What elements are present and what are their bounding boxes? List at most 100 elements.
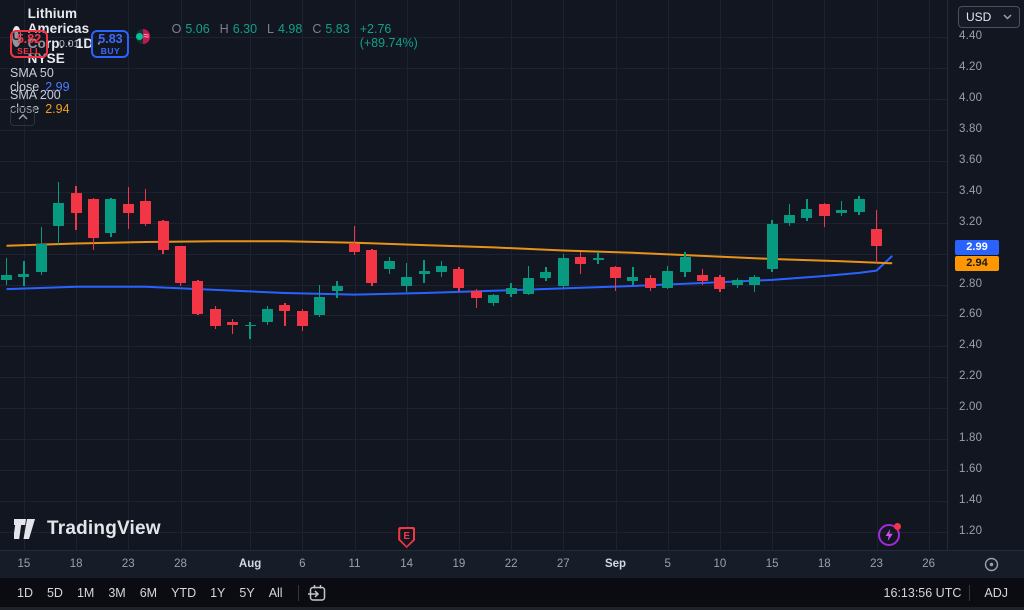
currency-label: USD [966,10,992,24]
range-button-1m[interactable]: 1M [70,582,101,604]
time-tick: 15 [765,558,779,570]
candle [644,278,656,288]
chevron-down-icon [1003,14,1012,20]
price-axis[interactable]: USD 4.40 4.20 4.00 3.80 3.60 3.40 3.20 2.80 2.60… [947,0,1024,550]
price-tick: 2.40 [959,339,983,352]
gridline-v [128,0,130,550]
sell-price: 5.82 [16,31,42,46]
candle [523,278,534,294]
time-tick: 27 [556,558,570,570]
gridline-v [511,0,513,550]
candle [540,272,552,279]
sma50-line [6,255,893,296]
sma200-price-badge: 2.94 [955,255,999,271]
candle [314,296,326,316]
candle [244,324,256,327]
legend-collapse-button[interactable] [10,107,35,126]
time-tick: 6 [299,558,306,570]
price-tick: 1.60 [959,463,983,476]
trade-buttons-row: 5.82 SELL 0.01 5.83 BUY [10,30,130,58]
candle [262,309,273,322]
gridline-h [0,532,947,533]
axis-settings-icon[interactable] [983,556,1000,573]
clock-utc[interactable]: 16:13:56 UTC [883,585,962,600]
earnings-event-icon[interactable]: E [398,527,416,548]
price-tick: 4.00 [959,91,983,104]
sell-button[interactable]: 5.82 SELL [10,30,48,58]
range-button-all[interactable]: All [262,582,290,604]
market-status-pill[interactable]: ≈ [135,28,150,44]
candle [157,221,169,251]
time-tick: 23 [121,558,135,570]
price-tick: 2.20 [959,370,983,383]
notifications-segment: ≈ [142,28,150,44]
ohlc-letter: L [267,22,274,36]
candle-wick [231,318,234,334]
candle [557,258,569,287]
gridline-h [0,377,947,379]
gridline-h [0,191,947,193]
time-tick: 18 [69,558,83,570]
time-tick: 15 [17,558,31,570]
price-tick: 1.20 [959,525,983,537]
chart-pane[interactable]: E TradingView [0,0,947,550]
gridline-h [0,129,947,131]
time-tick: 28 [174,558,187,570]
candle-wick [5,258,8,285]
buy-label: BUY [100,45,121,56]
lightning-bolt-icon [885,529,893,541]
ohlc-letter: O [171,22,182,36]
tradingview-logo[interactable]: TradingView [14,518,161,540]
gridline-h [0,253,947,255]
range-button-5y[interactable]: 5Y [232,582,261,604]
candle [227,321,239,325]
time-tick: 19 [452,558,466,570]
ohlc-change: +2.76 (+89.74%) [359,22,418,50]
range-selector: 1D 5D 1M 3M 6M YTD 1Y 5Y All [10,582,290,604]
candle [749,276,761,285]
range-button-6m[interactable]: 6M [133,582,164,604]
indicator-row[interactable]: SMA 50 close 2.99 [10,66,70,94]
candle [488,295,500,304]
range-button-5d[interactable]: 5D [40,582,70,604]
toolbar-divider [969,584,971,601]
currency-dropdown[interactable]: USD [958,6,1020,28]
buy-price: 5.83 [98,31,123,46]
gridline-h [0,439,947,441]
candle [1,275,12,280]
candle-wick [284,303,286,327]
ohlc-letter: H [219,22,229,36]
ohlc-value: 4.98 [278,22,303,36]
buy-button[interactable]: 5.83 BUY [91,30,130,58]
candle [662,270,674,288]
candle [418,270,430,274]
range-button-ytd[interactable]: YTD [164,582,203,604]
sma-lines [6,240,893,296]
candle [470,290,482,299]
chevron-up-icon [17,113,28,120]
flash-event-icon[interactable] [877,523,901,546]
gridline-v [76,0,78,550]
candle [871,228,882,246]
go-to-date-icon[interactable] [307,584,327,602]
time-tick: 22 [504,558,518,570]
candle [592,258,604,260]
indicator-row[interactable]: SMA 200 close 2.94 [10,88,70,116]
time-axis[interactable]: 15 18 23 28 Aug 6 11 14 19 22 27 Sep 5 10 15 18 23 26 [0,550,1024,578]
adjusted-data-toggle[interactable]: ADJ [978,583,1014,603]
gridline-h [0,501,947,503]
ohlc-value: 5.83 [325,22,350,36]
candle [35,244,47,273]
price-tick: 2.00 [959,401,983,414]
gridline-h [0,470,947,472]
range-button-1y[interactable]: 1Y [203,582,232,604]
toolbar-right: 16:13:56 UTC ADJ [884,583,1014,603]
price-tick: 2.60 [959,308,983,321]
gridline-h [0,346,947,348]
range-button-3m[interactable]: 3M [101,582,132,604]
price-tick: 3.60 [959,153,983,166]
gridline-h [0,37,947,38]
candle [279,304,291,311]
range-button-1d[interactable]: 1D [10,582,40,604]
